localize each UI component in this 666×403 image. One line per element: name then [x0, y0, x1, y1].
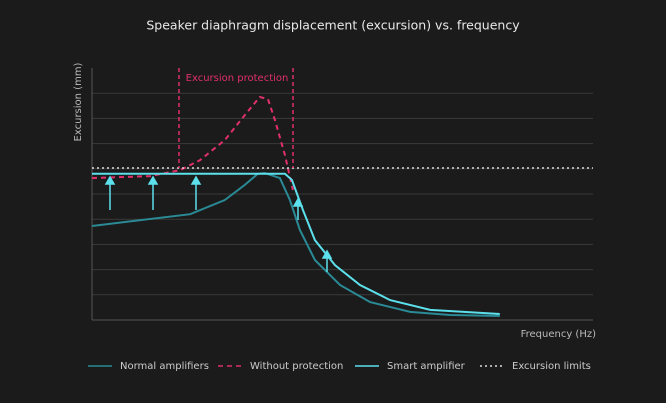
series-line — [91, 95, 294, 191]
legend-label: Smart amplifier — [387, 361, 466, 372]
arrows — [104, 175, 333, 272]
series-line — [92, 172, 500, 315]
legend-label: Without protection — [250, 361, 343, 372]
legend-label: Excursion limits — [512, 361, 591, 372]
chart-title: Speaker diaphragm displacement (excursio… — [146, 18, 520, 33]
series-line — [91, 172, 500, 317]
legend-label: Normal amplifiers — [120, 361, 209, 372]
annotation: Excursion protection — [186, 73, 289, 84]
x-axis-label: Frequency (Hz) — [521, 329, 597, 340]
y-axis-label: Excursion (mm) — [73, 62, 84, 141]
